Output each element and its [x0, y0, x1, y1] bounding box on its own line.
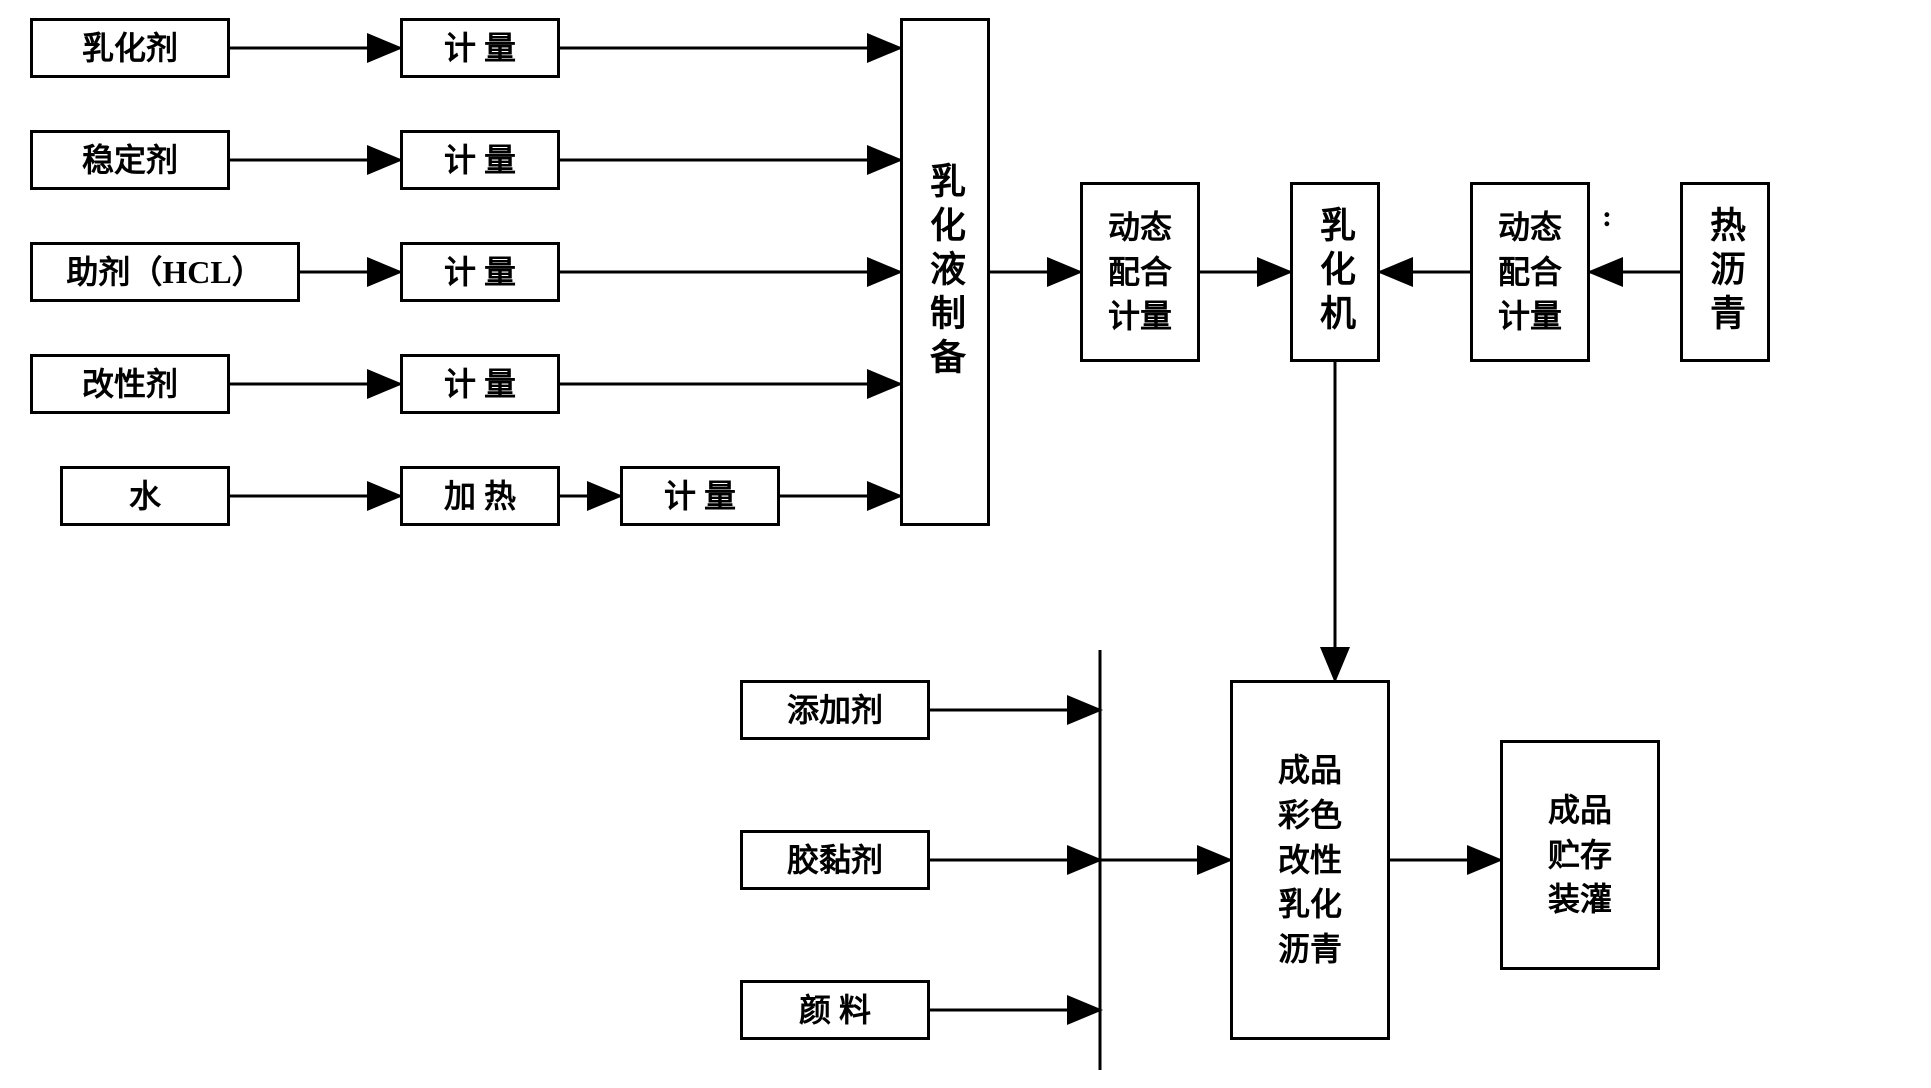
- node-meter1: 计 量: [400, 18, 560, 78]
- node-modifier: 改性剂: [30, 354, 230, 414]
- node-dyn_left: 动态 配合 计量: [1080, 182, 1200, 362]
- node-meter4: 计 量: [400, 354, 560, 414]
- node-stabilizer: 稳定剂: [30, 130, 230, 190]
- node-heat: 加 热: [400, 466, 560, 526]
- node-emulsion_prep: 乳化液制备: [900, 18, 990, 526]
- node-adhesive: 胶黏剂: [740, 830, 930, 890]
- node-additive: 添加剂: [740, 680, 930, 740]
- node-meter5: 计 量: [620, 466, 780, 526]
- node-water: 水: [60, 466, 230, 526]
- node-dyn_right: 动态 配合 计量: [1470, 182, 1590, 362]
- node-emul_mach: 乳化机: [1290, 182, 1380, 362]
- node-aux: 助剂（HCL）: [30, 242, 300, 302]
- node-meter2: 计 量: [400, 130, 560, 190]
- node-hot_asphalt: 热沥青: [1680, 182, 1770, 362]
- node-storage: 成品 贮存 装灌: [1500, 740, 1660, 970]
- node-emulsifier: 乳化剂: [30, 18, 230, 78]
- stray-colon: :: [1602, 200, 1612, 234]
- node-pigment: 颜 料: [740, 980, 930, 1040]
- node-meter3: 计 量: [400, 242, 560, 302]
- node-product: 成品 彩色 改性 乳化 沥青: [1230, 680, 1390, 1040]
